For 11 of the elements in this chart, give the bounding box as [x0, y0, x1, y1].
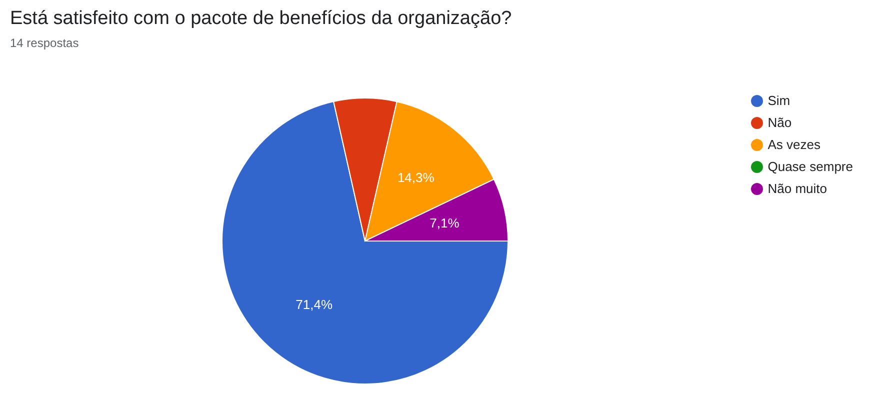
chart-title: Está satisfeito com o pacote de benefícios da organização? [9, 8, 513, 30]
pie-slice [222, 101, 508, 384]
legend-label: Não [768, 114, 792, 132]
data-label: 14,3% [397, 170, 435, 185]
legend-label: Não muito [768, 180, 827, 198]
data-label: 71,4% [296, 297, 333, 312]
text: 14 respostas [9, 36, 80, 50]
legend-label: Sim [768, 92, 790, 110]
legend-label: As vezes [768, 136, 820, 154]
data-label: 7,1% [430, 215, 460, 230]
legend-label: Quase sempre [768, 158, 853, 176]
